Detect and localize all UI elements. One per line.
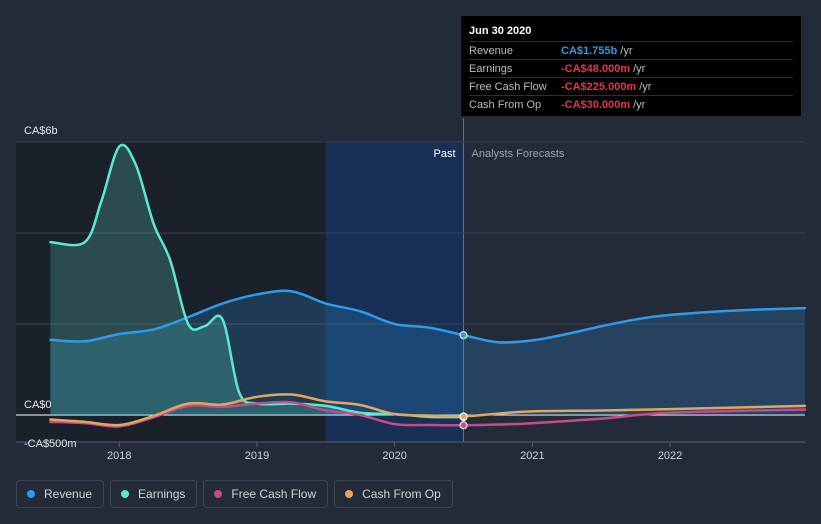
y-tick-label: -CA$500m [24,438,77,450]
chart-area: CA$6b CA$0 -CA$500m 2018 2019 2020 2021 2022 Pas… [16,118,807,462]
series-fills [50,144,806,418]
legend-item-revenue[interactable]: Revenue [16,480,105,508]
x-tick-label: 2021 [520,450,544,462]
free-cash-flow-marker [459,421,468,430]
free-cash-flow-line [49,400,807,428]
x-tick-label: 2019 [245,450,269,462]
earnings-line [49,143,465,419]
tooltip-row-free-cash-flow: Free Cash Flow -CA$225.000m /yr [469,77,793,95]
tooltip-value: -CA$225.000m [561,80,637,93]
cash-from-op-marker [459,412,468,421]
y-tick-label: CA$6b [24,125,58,137]
tooltip-panel: Jun 30 2020 Revenue CA$1.755b /yr Earnin… [461,16,801,116]
x-tick-label: 2020 [382,450,406,462]
legend-label: Revenue [44,487,93,501]
tooltip-label: Cash From Op [469,98,542,111]
tooltip-label: Earnings [469,62,513,75]
legend: Revenue Earnings Free Cash Flow Cash Fro… [16,480,453,508]
axis-labels: CA$6b CA$0 -CA$500m 2018 2019 2020 2021 2022 Pas… [24,125,682,462]
earnings-area [50,144,464,418]
tooltip-date: Jun 30 2020 [469,25,532,37]
tooltip-row-earnings: Earnings -CA$48.000m /yr [469,59,793,77]
tooltip-unit: /yr [633,62,646,75]
x-tick-label: 2022 [658,450,682,462]
free-cash-flow-dot-icon [214,490,223,498]
series-lines [49,143,807,428]
tooltip-value: CA$1.755b [561,44,618,57]
revenue-dot-icon [27,490,35,498]
tooltip-row-revenue: Revenue CA$1.755b /yr [469,41,793,59]
legend-item-free-cash-flow[interactable]: Free Cash Flow [203,480,329,508]
tooltip-label: Revenue [469,44,514,57]
current-markers [459,331,468,430]
legend-item-cash-from-op[interactable]: Cash From Op [334,480,453,508]
cash-from-op-dot-icon [345,490,354,498]
legend-item-earnings[interactable]: Earnings [110,480,198,508]
tooltip-unit: /yr [639,80,652,93]
tooltip-unit: /yr [633,98,646,111]
legend-label: Earnings [138,487,186,501]
tooltip-row-cash-from-op: Cash From Op -CA$30.000m /yr [469,95,793,113]
legend-label: Cash From Op [362,487,441,501]
legend-label: Free Cash Flow [231,487,317,501]
tooltip-label: Free Cash Flow [469,80,547,93]
forecast-label: Analysts Forecasts [472,148,565,160]
revenue-marker [459,331,468,340]
past-label: Past [433,148,455,160]
cash-from-op-line [49,393,807,427]
y-tick-label: CA$0 [24,399,52,411]
gridlines [16,141,805,443]
revenue-line [49,289,807,344]
tooltip-value: -CA$48.000m [561,62,631,75]
earnings-dot-icon [121,490,130,498]
tooltip-value: -CA$30.000m [561,98,631,111]
x-tick-label: 2018 [107,450,131,462]
recent-past-band [325,142,464,442]
revenue-area [50,290,806,415]
tooltip-unit: /yr [620,44,633,57]
